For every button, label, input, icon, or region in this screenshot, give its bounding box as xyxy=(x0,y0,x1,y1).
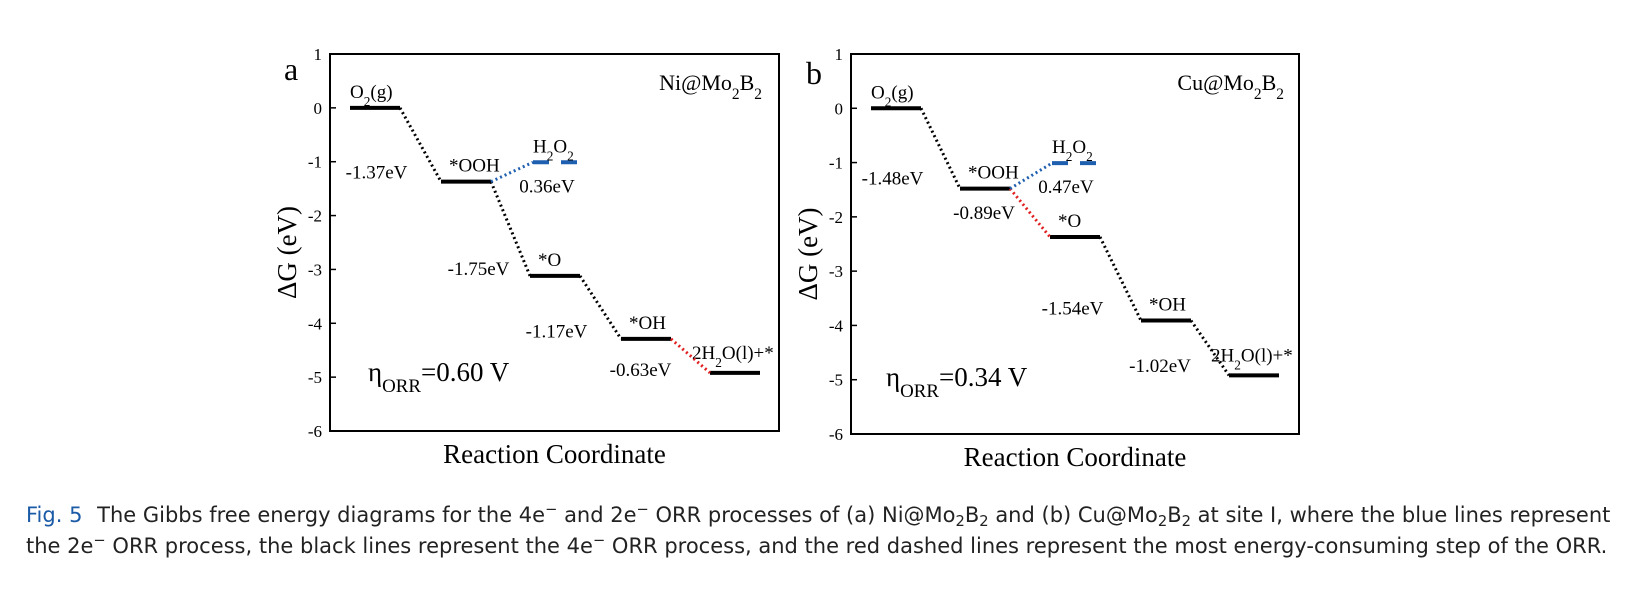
state-label: *OH xyxy=(629,313,666,334)
caption-part: − xyxy=(592,532,606,549)
caption-part: and (b) Cu@Mo xyxy=(988,503,1158,527)
caption-part: 2 xyxy=(1181,513,1191,530)
panel-title: Cu@Mo2B2 xyxy=(1177,70,1284,103)
overpotential-label: ηORR=0.34 V xyxy=(886,362,1028,402)
caption-part: 2 xyxy=(1157,513,1168,530)
y-tick-label: 1 xyxy=(835,45,844,64)
y-tick-label: 0 xyxy=(835,99,844,118)
step-connector xyxy=(1098,236,1143,322)
caption-part: 2 xyxy=(979,513,989,530)
state-label: 2H2O(l)+* xyxy=(1211,345,1293,372)
state-label: 2H2O(l)+* xyxy=(692,343,774,370)
step-connector xyxy=(489,181,532,277)
step-energy-label: -1.02eV xyxy=(1129,356,1191,377)
step-energy-label: -1.37eV xyxy=(346,163,408,184)
gibbs-energy-figure: -6 -5 -4 -3 -2 -1 0 1 ΔG (eV) Reaction Coordinate… xyxy=(272,45,1300,472)
y-tick-label: -6 xyxy=(308,422,322,441)
y-tick-label: 1 xyxy=(314,45,323,64)
y-tick-label: -5 xyxy=(308,368,322,387)
state-label: *O xyxy=(1058,211,1081,232)
plot-frame xyxy=(329,53,780,432)
h2o2-label: H2O2 xyxy=(533,136,574,163)
step-energy-label: -1.75eV xyxy=(448,259,510,280)
state-label: O2(g) xyxy=(350,82,393,109)
y-axis-label: ΔG (eV) xyxy=(793,207,823,300)
y-axis-label: ΔG (eV) xyxy=(272,206,302,299)
step-energy-label: -0.89eV xyxy=(953,203,1015,224)
state-label: *OOH xyxy=(449,156,500,177)
y-tick-label: -1 xyxy=(308,153,322,172)
y-tick-label: 0 xyxy=(314,99,323,118)
caption-part: − xyxy=(636,501,649,518)
caption-part: ORR processes of (a) Ni@Mo xyxy=(648,503,956,527)
h2o2-label: H2O2 xyxy=(1052,137,1093,164)
y-tick-label: -5 xyxy=(829,371,843,390)
figure: -6 -5 -4 -3 -2 -1 0 1 ΔG (eV) Reaction Coordinate… xyxy=(272,45,1300,472)
state-label: O2(g) xyxy=(871,82,914,109)
caption-part: − xyxy=(545,501,558,518)
panel-title: Ni@Mo2B2 xyxy=(659,70,762,103)
h2o2-energy-label: 0.36eV xyxy=(519,176,575,197)
chart-panel-b: -6 -5 -4 -3 -2 -1 0 1 ΔG (eV) Reaction Coordinate… xyxy=(793,45,1300,472)
caption-part: ORR process, and the red dashed lines re… xyxy=(605,534,1608,558)
h2o2-energy-label: 0.47eV xyxy=(1038,177,1094,198)
figure-caption: Fig. 5 The Gibbs free energy diagrams fo… xyxy=(26,500,1616,562)
x-axis-label: Reaction Coordinate xyxy=(443,439,666,469)
y-tick-label: -4 xyxy=(308,314,323,333)
y-tick-label: -4 xyxy=(829,316,844,335)
step-energy-label: -0.63eV xyxy=(610,360,672,381)
state-label: *O xyxy=(538,250,561,271)
caption-part: at site I, where the blue lines represen… xyxy=(26,503,1611,558)
step-energy-label: -1.54eV xyxy=(1042,299,1104,320)
limiting-step-connector xyxy=(670,337,711,374)
state-label: *OOH xyxy=(968,163,1019,184)
step-energy-label: -1.17eV xyxy=(526,321,588,342)
step-energy-label: -1.48eV xyxy=(862,168,924,189)
panel-label: b xyxy=(806,55,822,91)
caption-part: B xyxy=(964,503,980,527)
step-connector xyxy=(1189,319,1231,377)
state-label: *OH xyxy=(1149,295,1186,316)
caption-text: The Gibbs free energy diagrams for the 4… xyxy=(26,501,1611,558)
h2o2-connector xyxy=(1009,161,1053,190)
figure-number: Fig. 5 xyxy=(26,503,83,527)
overpotential-label: ηORR=0.60 V xyxy=(368,357,510,397)
caption-part: B xyxy=(1167,503,1182,527)
caption-part: The Gibbs free energy diagrams for the 4… xyxy=(97,503,546,527)
caption-part: ORR process, the black lines represent t… xyxy=(105,534,593,558)
caption-part: − xyxy=(93,532,106,549)
limiting-step-connector xyxy=(1008,187,1052,238)
step-connector xyxy=(919,107,962,190)
y-tick-label: -6 xyxy=(829,425,843,444)
y-tick-label: -2 xyxy=(829,208,843,227)
x-axis-label: Reaction Coordinate xyxy=(964,442,1187,472)
caption-part: 2 xyxy=(955,513,965,530)
plot-frame xyxy=(850,53,1300,435)
panel-label: a xyxy=(284,51,298,87)
step-connector xyxy=(398,107,443,183)
caption-part: and 2e xyxy=(557,503,637,527)
y-tick-label: -1 xyxy=(829,154,843,173)
y-tick-label: -3 xyxy=(829,262,843,281)
chart-panel-a: -6 -5 -4 -3 -2 -1 0 1 ΔG (eV) Reaction Coordinate… xyxy=(272,45,780,469)
y-tick-label: -2 xyxy=(308,207,322,226)
y-tick-label: -3 xyxy=(308,260,322,279)
